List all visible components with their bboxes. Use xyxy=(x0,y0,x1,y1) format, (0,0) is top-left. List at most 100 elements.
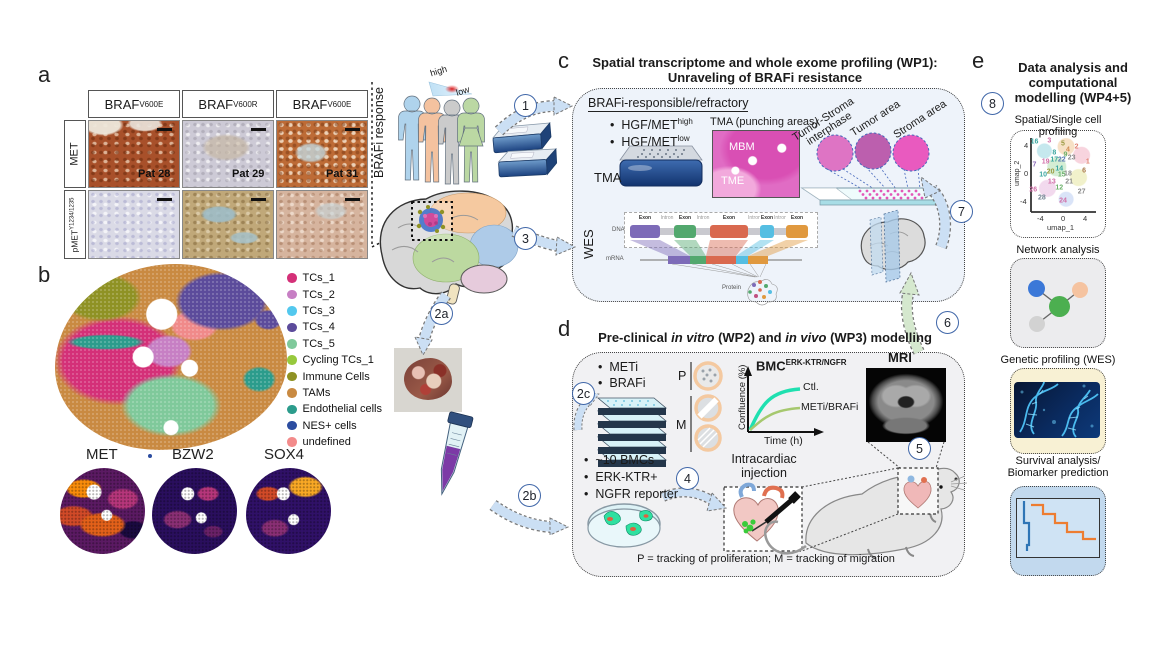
legend-label: TCs_3 xyxy=(302,304,335,317)
umap-cluster-label: 13 xyxy=(1047,178,1056,186)
legend-swatch xyxy=(287,388,297,398)
ngfr-reporter-bullet: NGFR reporter xyxy=(584,487,678,501)
dna-segment-label: Exon xyxy=(638,215,652,221)
survival-label-line2: Biomarker prediction xyxy=(1007,467,1109,479)
legend-item: TCs_5 xyxy=(287,336,382,352)
network-node-blue xyxy=(1028,280,1045,297)
exon-intron-labels: Exon Intron Exon Intron Exon Intron Exon Intron… xyxy=(630,215,808,221)
mbm-label: MBM xyxy=(729,141,755,153)
step-7-badge: 7 xyxy=(950,200,973,223)
umap-cluster-label: 9 xyxy=(1063,151,1068,159)
brain-illustration xyxy=(379,190,519,305)
ihc-image-pmet-pat29 xyxy=(182,190,274,259)
pm-footnote: P = tracking of proliferation; M = track… xyxy=(637,553,895,565)
legend-label: Endothelial cells xyxy=(302,403,383,416)
dna-segment-label: Intron xyxy=(696,215,710,221)
panel-e-label: e xyxy=(972,48,985,73)
legend-label: undefined xyxy=(302,436,351,449)
legend-swatch xyxy=(287,289,297,300)
bullet-sup: low xyxy=(677,134,690,143)
dna-segment-block xyxy=(674,224,696,238)
legend-swatch xyxy=(287,420,297,431)
patient-label-2: Pat 29 xyxy=(232,168,265,180)
tumor-tissue-photo xyxy=(394,348,462,412)
dna-segment-block xyxy=(786,224,808,238)
umap-ytick-0: 0 xyxy=(1024,169,1029,178)
title-part: Pre-clinical xyxy=(598,330,668,345)
umap-cluster-label: 18 xyxy=(1064,170,1072,178)
umap-cluster-label: 24 xyxy=(1059,197,1067,205)
arrow-step-2b xyxy=(489,500,570,536)
row-label-sup: Y1234/1235 xyxy=(70,196,77,230)
patient-orange xyxy=(418,97,446,183)
title-part-italic: in vivo xyxy=(785,330,827,345)
umap-cluster-label: 3 xyxy=(1047,137,1052,145)
umap-cluster-label: 10 xyxy=(1039,171,1048,179)
step-3-badge: 3 xyxy=(514,227,537,250)
umap-cluster-label: 15 xyxy=(1057,171,1066,179)
bullet-text: HGF/MET xyxy=(621,118,678,133)
row-label-text: MET xyxy=(69,142,82,166)
panel-c-label: c xyxy=(558,48,569,73)
dna-segment-block xyxy=(774,227,786,235)
tma-histology-image: MBM TME xyxy=(712,130,800,198)
legend-label: TCs_2 xyxy=(302,288,335,301)
umap-cluster-label: 22 xyxy=(1057,156,1066,164)
gene-expression-map-met xyxy=(60,468,145,554)
dna-segment-label: Exon xyxy=(790,215,804,221)
ihc-image-met-pat29 xyxy=(182,120,274,188)
injection-line1: Intracardiac xyxy=(731,452,797,466)
punching-areas-label: TMA (punching areas) xyxy=(710,116,819,128)
umap-cluster-label: 19 xyxy=(1041,158,1050,166)
dna-segment-block xyxy=(696,227,710,235)
umap-cluster-label: 28 xyxy=(1038,194,1046,202)
title-part: (WP3) modelling xyxy=(830,330,932,345)
panel-b-label: b xyxy=(38,262,51,287)
panel-c-title-line1: Spatial transcriptome and whole exome pr… xyxy=(592,55,938,70)
gradient-low-label: low xyxy=(454,84,471,98)
mrna-label: mRNA xyxy=(606,256,624,262)
legend-item: undefined xyxy=(287,434,382,450)
dna-segment-block xyxy=(760,224,774,238)
umap-y-axis-label: umap_2 xyxy=(1014,160,1021,186)
survival-label-line1: Survival analysis/ xyxy=(1015,455,1101,467)
legend-swatch xyxy=(287,273,297,283)
section-survival-label: Survival analysis/ Biomarker prediction xyxy=(995,455,1121,479)
legend-label: TCs_5 xyxy=(302,337,335,350)
panel-e-title-line2: computational xyxy=(1028,75,1118,90)
legend-label: NES+ cells xyxy=(302,419,357,432)
patient-label-3: Pat 31 xyxy=(326,168,359,180)
meti-brafi-curve-label: METi/BRAFi xyxy=(801,401,859,413)
hgf-met-high-bullet: HGF/METhigh xyxy=(610,117,692,133)
legend-label: TAMs xyxy=(302,386,331,399)
bmcs-bullet: ~10 BMCs xyxy=(584,453,654,467)
dna-segment-block xyxy=(630,224,660,238)
umap-xtick-m4: -4 xyxy=(1037,214,1044,223)
row-label-met: MET xyxy=(64,120,86,188)
legend-item: TCs_2 xyxy=(287,286,382,302)
panel-e-title-line3: modelling (WP4+5) xyxy=(1014,90,1132,105)
migration-m-label: M xyxy=(676,418,687,432)
dna-segment-label: Exon xyxy=(722,215,736,221)
row-label-pmet: pMETY1234/1235 xyxy=(64,190,86,259)
umap-xtick-0: 0 xyxy=(1061,214,1066,223)
spatial-legend: TCs_1 TCs_2 TCs_3 TCs_4 TCs_5 Cycling TCs_1 Im… xyxy=(287,270,382,450)
erk-ktr-bullet: ERK-KTR+ xyxy=(584,470,657,484)
network-node-peach xyxy=(1072,282,1088,298)
step-6-badge: 6 xyxy=(936,311,959,334)
stray-dot xyxy=(148,454,152,458)
ihc-image-pmet-pat28 xyxy=(88,190,180,259)
umap-ytick-m4: -4 xyxy=(1020,197,1027,206)
umap-cluster-label: 23 xyxy=(1067,154,1076,162)
patient-gray xyxy=(438,99,466,185)
legend-label: TCs_1 xyxy=(302,272,335,285)
time-axis-label: Time (h) xyxy=(764,435,803,447)
dna-segment-block xyxy=(748,227,760,235)
legend-swatch xyxy=(287,404,297,415)
panel-a-label: a xyxy=(38,62,51,87)
row-label-text: pMET xyxy=(70,229,81,253)
bmc-base: BMC xyxy=(756,358,786,374)
umap-cluster-label: 21 xyxy=(1065,178,1074,186)
ihc-image-met-pat28 xyxy=(88,120,180,188)
legend-swatch xyxy=(287,339,297,349)
